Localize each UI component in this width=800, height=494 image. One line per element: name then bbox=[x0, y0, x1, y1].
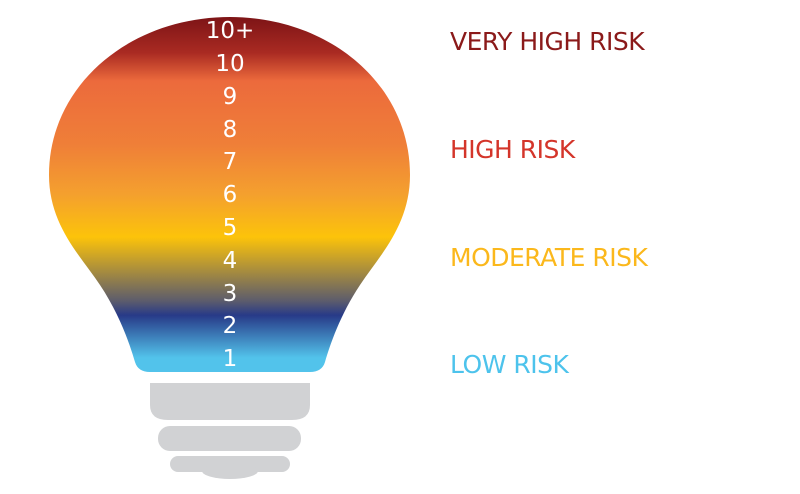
scale-label: 8 bbox=[222, 117, 238, 143]
scale-label: 5 bbox=[222, 215, 238, 241]
bulb-glass bbox=[49, 17, 410, 372]
risk-low: LOW RISK bbox=[450, 350, 569, 379]
bulb-base-ring-1 bbox=[150, 383, 310, 420]
scale-label: 1 bbox=[222, 346, 238, 372]
risk-high: HIGH RISK bbox=[450, 135, 575, 164]
scale-label: 7 bbox=[222, 149, 238, 175]
bulb-tip bbox=[202, 463, 258, 479]
scale-label: 3 bbox=[222, 281, 238, 307]
scale-label: 4 bbox=[222, 248, 238, 274]
scale-label: 2 bbox=[222, 313, 238, 339]
risk-very-high: VERY HIGH RISK bbox=[450, 27, 645, 56]
scale-label: 10+ bbox=[205, 18, 255, 44]
scale-label: 10 bbox=[215, 51, 245, 77]
risk-moderate: MODERATE RISK bbox=[450, 243, 648, 272]
scale-label: 9 bbox=[222, 84, 238, 110]
bulb-base-ring-2 bbox=[158, 426, 301, 451]
scale-label: 6 bbox=[222, 182, 238, 208]
